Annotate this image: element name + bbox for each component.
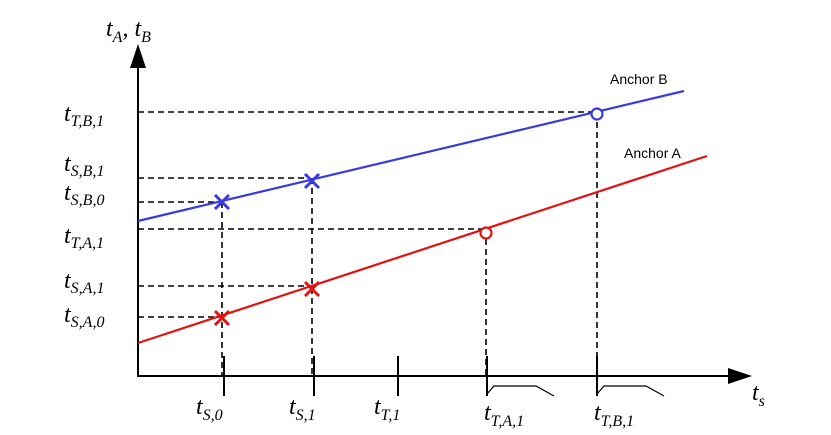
x-label-t-t-1: tT,1 [374, 394, 400, 424]
circle-marker-a [479, 226, 493, 240]
cross-marker-b-1 [303, 172, 321, 190]
y-label-t-s-a-1: tS,A,1 [64, 268, 104, 297]
x-axis-label: ts [752, 380, 765, 410]
cross-marker-a-1 [303, 280, 321, 298]
y-label-t-s-b-0: tS,B,0 [64, 180, 104, 209]
brace-t-t-a-1 [486, 385, 555, 397]
anchor-b-label: Anchor B [610, 71, 668, 87]
x-axis-arrow [728, 368, 752, 384]
anchor-a-label: Anchor A [624, 145, 681, 161]
y-label-t-t-b-1: tT,B,1 [64, 101, 104, 130]
x-label-t-t-a-1: tT,A,1 [484, 400, 524, 430]
y-label-t-s-a-0: tS,A,0 [64, 302, 104, 331]
x-label-t-s-1: tS,1 [289, 394, 316, 424]
anchor-a-line [137, 154, 708, 345]
x-label-t-t-b-1: tT,B,1 [594, 400, 634, 430]
circle-marker-b [590, 107, 604, 121]
cross-marker-a-0 [213, 309, 231, 327]
brace-t-t-b-1 [596, 385, 665, 397]
cross-marker-b-0 [213, 193, 231, 211]
y-label-t-t-a-1: tT,A,1 [64, 223, 104, 252]
y-label-t-s-b-1: tS,B,1 [64, 151, 104, 180]
y-axis-label: tA, tB [106, 16, 151, 46]
y-axis-arrow [130, 44, 146, 68]
x-label-t-s-0: tS,0 [196, 394, 223, 424]
